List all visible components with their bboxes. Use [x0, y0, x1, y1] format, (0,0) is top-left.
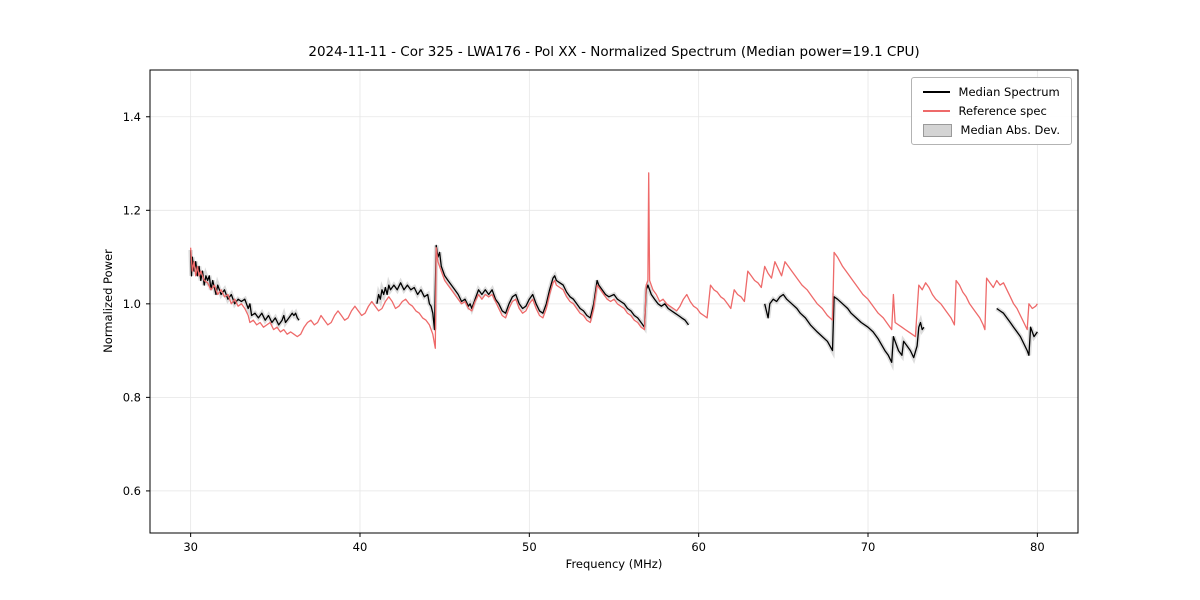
- svg-text:0.8: 0.8: [123, 390, 141, 404]
- svg-text:50: 50: [522, 540, 537, 554]
- legend-label-median-abs-dev: Median Abs. Dev.: [960, 123, 1060, 137]
- svg-text:30: 30: [183, 540, 198, 554]
- chart-title: 2024-11-11 - Cor 325 - LWA176 - Pol XX -…: [308, 44, 920, 60]
- legend-item-median-abs-dev: Median Abs. Dev.: [922, 123, 1060, 137]
- svg-text:1.0: 1.0: [123, 297, 141, 311]
- legend-label-reference-spec: Reference spec: [958, 104, 1047, 118]
- svg-text:0.6: 0.6: [123, 484, 141, 498]
- legend-item-median-spectrum: Median Spectrum: [922, 85, 1060, 99]
- median-abs-dev-patch-sample: [922, 123, 952, 137]
- svg-text:60: 60: [691, 540, 706, 554]
- svg-text:70: 70: [861, 540, 876, 554]
- median-spectrum-line-sample: [922, 91, 950, 93]
- reference-spec-line-sample: [922, 110, 950, 112]
- svg-text:40: 40: [353, 540, 368, 554]
- y-axis-label: Normalized Power: [101, 249, 115, 353]
- x-axis-label: Frequency (MHz): [565, 557, 663, 571]
- legend: Median Spectrum Reference spec Median Ab…: [910, 77, 1072, 145]
- svg-text:1.2: 1.2: [123, 203, 141, 217]
- legend-label-median-spectrum: Median Spectrum: [958, 85, 1060, 99]
- svg-text:80: 80: [1030, 540, 1045, 554]
- svg-text:1.4: 1.4: [123, 110, 141, 124]
- legend-item-reference-spec: Reference spec: [922, 104, 1060, 118]
